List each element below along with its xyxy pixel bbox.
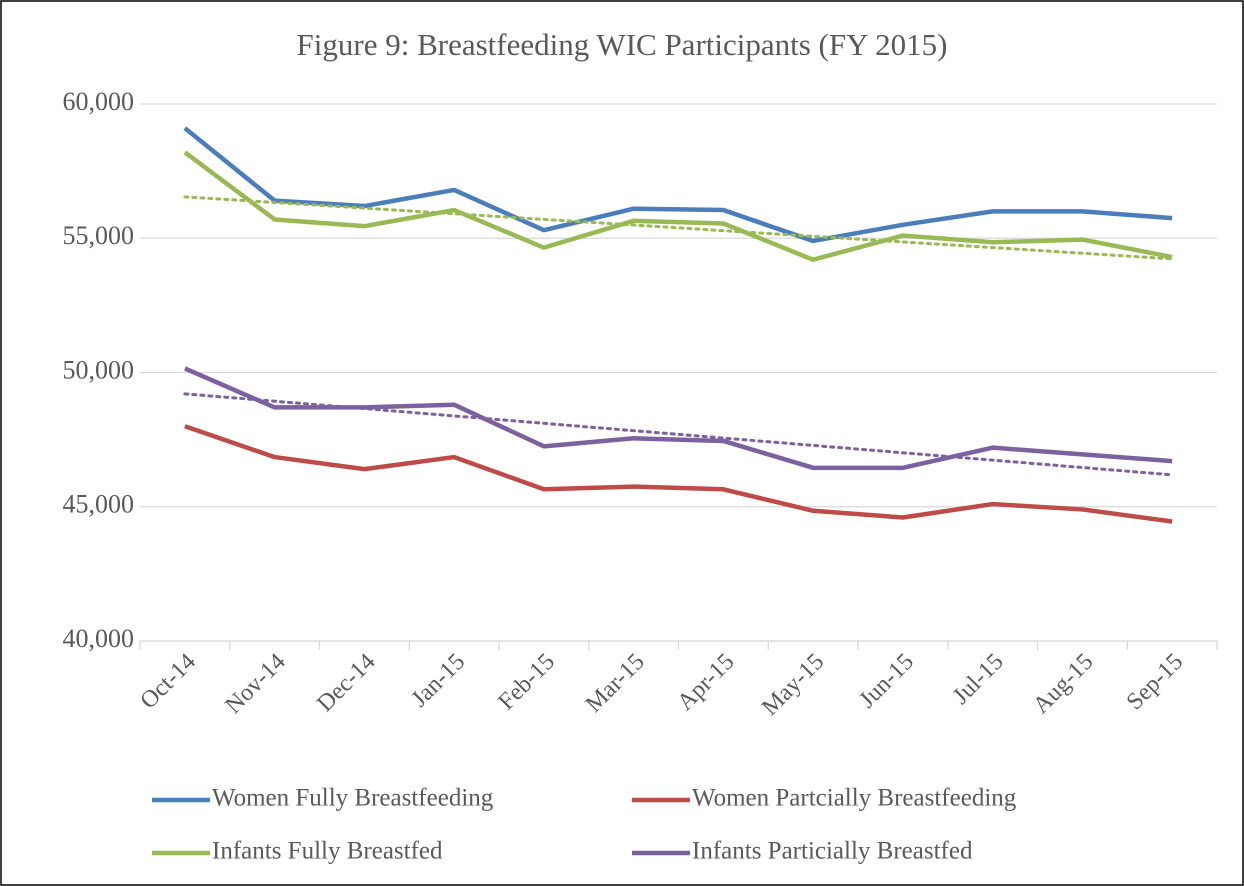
legend-label: Women Fully Breastfeeding — [212, 785, 494, 812]
y-tick-label: 45,000 — [63, 490, 135, 519]
data-line — [183, 126, 1173, 244]
data-line — [183, 150, 1173, 262]
legend-label: Women Partcially Breastfeeding — [692, 785, 1017, 812]
y-tick-label: 55,000 — [63, 221, 135, 250]
data-line — [183, 366, 1173, 471]
trend-line — [183, 392, 1174, 477]
y-tick-label: 60,000 — [63, 87, 135, 116]
y-tick-label: 50,000 — [63, 355, 135, 384]
legend-label: Infants Fully Breastfed — [212, 838, 443, 865]
data-line — [184, 424, 1173, 524]
legend-label: Infants Particially Breastfed — [692, 838, 973, 865]
chart-title: Figure 9: Breastfeeding WIC Participants… — [297, 27, 948, 62]
y-tick-label: 40,000 — [63, 624, 135, 653]
trend-line — [183, 195, 1174, 261]
